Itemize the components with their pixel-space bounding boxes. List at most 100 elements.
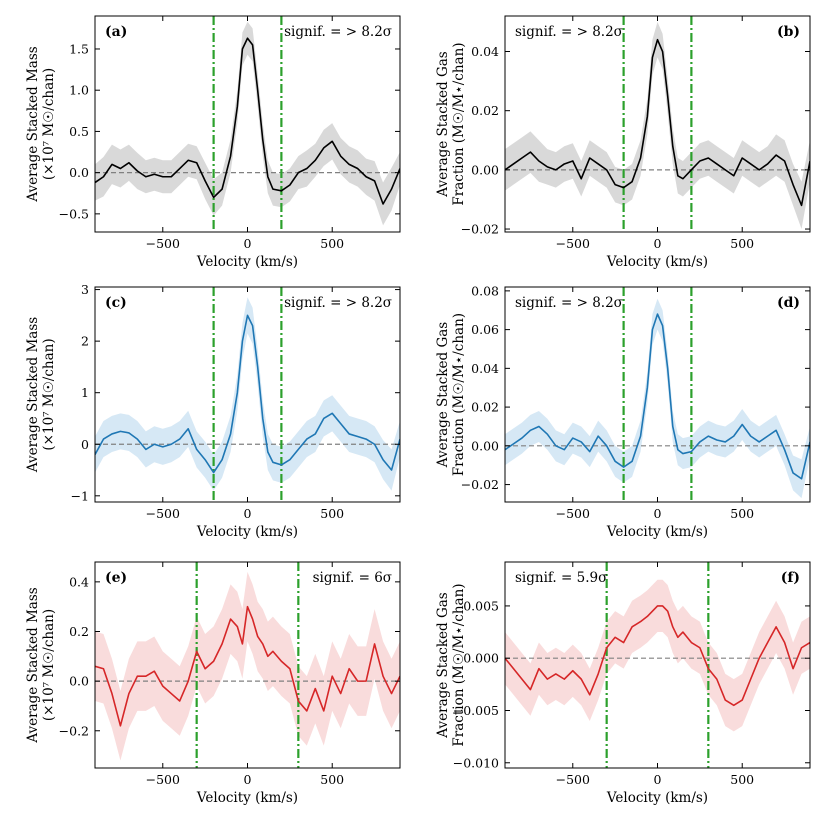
plot-area — [505, 562, 810, 768]
y-tick-label: 0 — [81, 437, 89, 452]
y-tick-label: 0.000 — [463, 651, 499, 666]
x-axis-label: Velocity (km/s) — [606, 790, 708, 806]
y-tick-label: −0.5 — [59, 206, 89, 221]
panel-label: (f) — [781, 570, 800, 586]
y-tick-label: −0.005 — [453, 703, 499, 718]
x-axis-label: Velocity (km/s) — [196, 524, 298, 540]
panel-label: (d) — [777, 295, 800, 311]
x-tick-label: −500 — [146, 772, 180, 787]
x-tick-label: 0 — [244, 506, 252, 521]
significance-label: signif. = > 8.2σ — [284, 24, 392, 40]
x-tick-label: 500 — [320, 236, 344, 251]
x-tick-label: 500 — [730, 236, 754, 251]
panel-e: −500 0 500 −0.2 0.0 0.2 0.4 Velocity (km/s) Aver… — [25, 561, 401, 806]
y-tick-label: 0.06 — [471, 322, 499, 337]
panel-label: (b) — [777, 24, 800, 40]
y-axis-label-line: Fraction (M☉/M⋆/chan) — [451, 583, 467, 746]
data-line — [95, 37, 400, 205]
y-axis-label-line: Average Stacked Gas — [435, 51, 451, 197]
y-tick-label: 0.02 — [471, 103, 499, 118]
y-axis-label-line: (×10⁷ M☉/chan) — [41, 609, 57, 721]
panel-b: −500 0 500 −0.02 0.00 0.02 0.04 Velocity (km/s)… — [435, 15, 811, 270]
y-tick-label: 0.005 — [463, 598, 499, 613]
y-tick-label: 3 — [81, 282, 89, 297]
panel-d: −500 0 500 −0.02 0.00 0.02 0.04 0.06 0.08 Velocit… — [435, 283, 811, 540]
y-tick-label: 2 — [81, 334, 89, 349]
y-axis-label: Average Stacked Mass(×10⁷ M☉/chan) — [25, 317, 57, 473]
plot-area — [505, 287, 810, 502]
x-tick-label: −500 — [556, 772, 590, 787]
x-tick-label: 0 — [654, 772, 662, 787]
x-tick-label: 500 — [320, 772, 344, 787]
uncertainty-band — [95, 21, 400, 226]
significance-label: signif. = > 8.2σ — [515, 24, 623, 40]
y-tick-label: 0.00 — [471, 438, 499, 453]
plot-area — [95, 16, 400, 232]
x-tick-label: 500 — [730, 772, 754, 787]
data-line — [95, 314, 400, 474]
y-tick-label: 1.0 — [69, 83, 89, 98]
x-tick-label: 0 — [654, 236, 662, 251]
uncertainty-band — [505, 21, 810, 230]
panel-c: −500 0 500 −1 0 1 2 3 Velocity (km/s) Average Sta… — [25, 282, 401, 540]
y-tick-label: 0.0 — [69, 674, 89, 689]
significance-label: signif. = > 8.2σ — [515, 295, 623, 311]
y-tick-label: −0.02 — [461, 477, 499, 492]
y-tick-label: 0.0 — [69, 165, 89, 180]
significance-label: signif. = 5.9σ — [515, 570, 607, 586]
y-tick-label: 0.00 — [471, 162, 499, 177]
significance-label: signif. = > 8.2σ — [284, 295, 392, 311]
x-axis-label: Velocity (km/s) — [606, 254, 708, 270]
y-tick-label: −0.02 — [461, 222, 499, 237]
panel-f: −500 0 500 −0.010 −0.005 0.000 0.005 Velocity (… — [435, 561, 811, 806]
y-axis-label: Average Stacked GasFraction (M☉/M⋆/chan) — [435, 583, 467, 746]
y-tick-label: 1 — [81, 385, 89, 400]
y-axis-label-line: (×10⁷ M☉/chan) — [41, 68, 57, 180]
y-axis-label-line: Average Stacked Mass — [25, 587, 41, 743]
y-axis-label-line: Fraction (M☉/M⋆/chan) — [451, 313, 467, 476]
y-tick-label: 0.04 — [471, 44, 499, 59]
y-tick-label: −1 — [71, 488, 89, 503]
uncertainty-band — [505, 579, 810, 732]
x-tick-label: 0 — [654, 506, 662, 521]
data-line — [505, 38, 810, 207]
x-tick-label: −500 — [556, 236, 590, 251]
x-tick-label: −500 — [146, 506, 180, 521]
plot-area — [95, 287, 400, 502]
y-axis-label: Average Stacked GasFraction (M☉/M⋆/chan) — [435, 313, 467, 476]
x-tick-label: 0 — [244, 236, 252, 251]
x-axis-label: Velocity (km/s) — [606, 524, 708, 540]
x-axis-label: Velocity (km/s) — [196, 790, 298, 806]
uncertainty-band — [505, 298, 810, 499]
y-tick-label: 1.5 — [69, 41, 89, 56]
y-tick-label: −0.010 — [453, 755, 499, 770]
y-tick-label: 0.02 — [471, 400, 499, 415]
x-tick-label: −500 — [556, 506, 590, 521]
panel-label: (a) — [105, 24, 127, 40]
y-tick-label: 0.5 — [69, 124, 89, 139]
y-axis-label-line: Average Stacked Mass — [25, 317, 41, 473]
uncertainty-band — [95, 297, 400, 491]
y-axis-label-line: Fraction (M☉/M⋆/chan) — [451, 42, 467, 205]
y-tick-label: 0.2 — [69, 624, 89, 639]
y-axis-label: Average Stacked Mass(×10⁷ M☉/chan) — [25, 46, 57, 202]
panel-a: −500 0 500 −0.5 0.0 0.5 1.0 1.5 Velocity (km/s) A… — [25, 15, 401, 270]
x-tick-label: 500 — [730, 506, 754, 521]
y-tick-label: −0.2 — [59, 723, 89, 738]
data-line — [95, 605, 400, 727]
panel-label: (e) — [105, 570, 127, 586]
y-axis-label-line: Average Stacked Gas — [435, 322, 451, 468]
x-tick-label: −500 — [146, 236, 180, 251]
significance-label: signif. = 6σ — [313, 570, 392, 586]
x-tick-label: 0 — [244, 772, 252, 787]
y-tick-label: 0.08 — [471, 283, 499, 298]
x-tick-label: 500 — [320, 506, 344, 521]
data-line — [505, 605, 810, 707]
x-axis-label: Velocity (km/s) — [196, 254, 298, 270]
plot-area — [95, 562, 400, 768]
y-tick-label: 0.4 — [69, 574, 89, 589]
plot-area — [505, 16, 810, 232]
y-axis-label: Average Stacked Mass(×10⁷ M☉/chan) — [25, 587, 57, 743]
y-axis-label-line: (×10⁷ M☉/chan) — [41, 338, 57, 450]
